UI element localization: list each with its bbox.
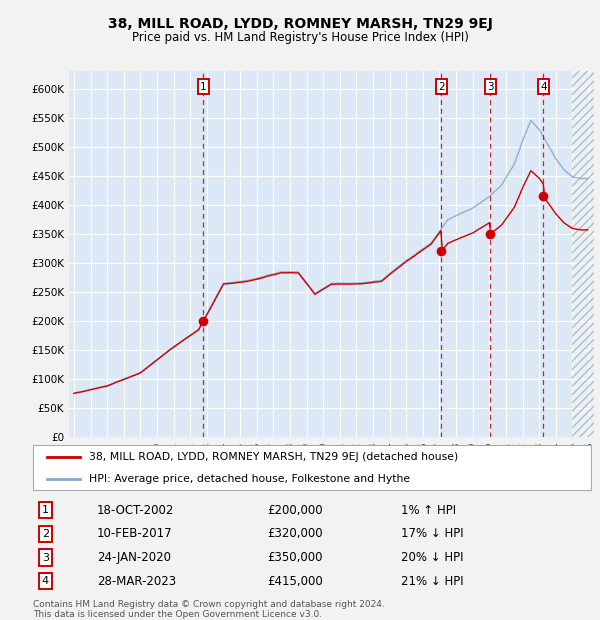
Text: 1: 1 [200,82,207,92]
Text: 1% ↑ HPI: 1% ↑ HPI [401,504,457,517]
Text: 28-MAR-2023: 28-MAR-2023 [97,575,176,588]
Text: 38, MILL ROAD, LYDD, ROMNEY MARSH, TN29 9EJ: 38, MILL ROAD, LYDD, ROMNEY MARSH, TN29 … [107,17,493,32]
Text: 24-JAN-2020: 24-JAN-2020 [97,551,171,564]
Text: 1: 1 [42,505,49,515]
Text: Price paid vs. HM Land Registry's House Price Index (HPI): Price paid vs. HM Land Registry's House … [131,31,469,44]
Text: £415,000: £415,000 [268,575,323,588]
Bar [572,71,594,437]
Text: 21% ↓ HPI: 21% ↓ HPI [401,575,464,588]
Text: 2: 2 [438,82,445,92]
Text: 4: 4 [42,576,49,586]
Text: Contains HM Land Registry data © Crown copyright and database right 2024.
This d: Contains HM Land Registry data © Crown c… [33,600,385,619]
Text: 38, MILL ROAD, LYDD, ROMNEY MARSH, TN29 9EJ (detached house): 38, MILL ROAD, LYDD, ROMNEY MARSH, TN29 … [89,452,458,463]
Text: £200,000: £200,000 [268,504,323,517]
Text: 18-OCT-2002: 18-OCT-2002 [97,504,175,517]
Text: 3: 3 [487,82,494,92]
Text: HPI: Average price, detached house, Folkestone and Hythe: HPI: Average price, detached house, Folk… [89,474,410,484]
Text: £350,000: £350,000 [268,551,323,564]
Text: 3: 3 [42,552,49,562]
Text: 2: 2 [42,529,49,539]
Text: £320,000: £320,000 [268,528,323,541]
Text: 4: 4 [540,82,547,92]
Text: 17% ↓ HPI: 17% ↓ HPI [401,528,464,541]
Bar [572,71,594,437]
Text: 20% ↓ HPI: 20% ↓ HPI [401,551,464,564]
Text: 10-FEB-2017: 10-FEB-2017 [97,528,173,541]
